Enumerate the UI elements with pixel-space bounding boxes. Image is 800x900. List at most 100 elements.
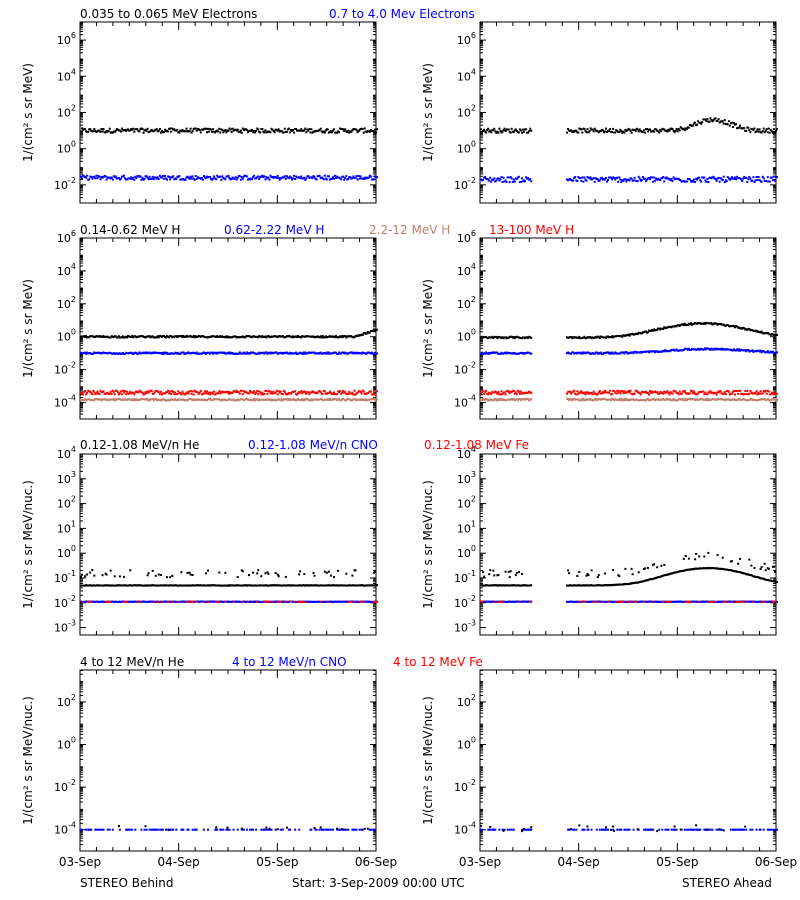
data-point [716,119,719,122]
data-point [259,391,262,394]
data-point [144,352,147,355]
data-point [284,392,287,395]
data-point [768,180,771,183]
data-point [267,390,270,393]
data-point [693,178,695,181]
data-point [132,353,135,355]
data-point [304,399,307,402]
data-point [246,131,249,134]
data-point [219,175,222,178]
data-point [355,128,358,131]
data-point [519,180,522,183]
data-point [730,349,733,352]
data-point [722,392,725,395]
data-point [622,392,625,395]
data-point-upper [257,569,260,572]
data-point [327,175,330,178]
data-point [157,129,160,132]
data-point [332,176,334,179]
data-point [170,335,173,338]
data-point [569,390,572,393]
data-point-upper [169,576,172,579]
data-point [215,178,218,181]
data-point [108,127,111,130]
data-point [487,178,490,181]
data-point [314,398,317,401]
data-point [213,398,216,401]
data-point [199,389,202,392]
data-point [486,336,489,339]
data-point [480,392,482,394]
data-point [759,349,762,352]
data-point [322,178,325,181]
data-point [574,176,577,178]
data-point [684,180,687,183]
data-point [703,176,706,179]
data-point [174,584,177,587]
data-point [735,349,737,352]
data-point [501,181,504,183]
data-point [480,128,482,131]
data-point [498,179,501,182]
data-point [707,398,710,400]
data-point [629,129,632,132]
data-point [263,398,266,401]
data-point [599,177,602,180]
data-point [674,390,677,393]
data-point [165,336,167,339]
data-point [508,392,511,395]
data-point [360,398,363,401]
data-point [241,127,244,130]
data-point [193,389,196,392]
data-point [525,176,528,179]
data-point [722,122,725,125]
data-point [190,177,193,180]
data-point [225,175,228,178]
y-tick-label: 102 [57,295,76,311]
data-point-upper [159,574,162,576]
data-point [629,333,632,336]
data-point [684,398,687,401]
y-tick-label: 101 [57,519,76,535]
data-point [160,176,163,179]
data-point [351,391,354,394]
data-point [230,130,233,133]
data-point [495,131,498,134]
data-point [251,178,253,181]
data-point [688,123,691,126]
data-point [580,352,583,355]
data-point [482,130,484,132]
data-point [757,391,760,394]
data-point [599,398,602,401]
data-point [633,333,636,336]
data-point [756,393,759,396]
data-point [257,175,260,178]
data-point [738,348,741,351]
data-point [304,178,307,181]
data-point [187,335,190,338]
data-point-upper [188,571,191,574]
data-point [359,175,362,178]
data-point [616,389,619,392]
data-point [686,323,689,326]
data-point-upper [277,575,280,578]
data-point [330,584,333,587]
data-point [524,352,526,355]
data-point-upper [86,573,89,576]
data-point [581,131,584,134]
data-point [515,352,518,355]
data-point [752,398,755,401]
data-point [482,336,484,339]
data-point [115,389,118,392]
data-point [102,175,105,178]
data-point [274,391,277,394]
data-point [530,337,533,339]
data-point [174,600,177,603]
data-point [146,390,149,393]
data-point [599,130,602,132]
data-point [646,350,649,353]
data-point [376,398,378,401]
data-point [758,392,761,395]
data-point [756,330,759,333]
